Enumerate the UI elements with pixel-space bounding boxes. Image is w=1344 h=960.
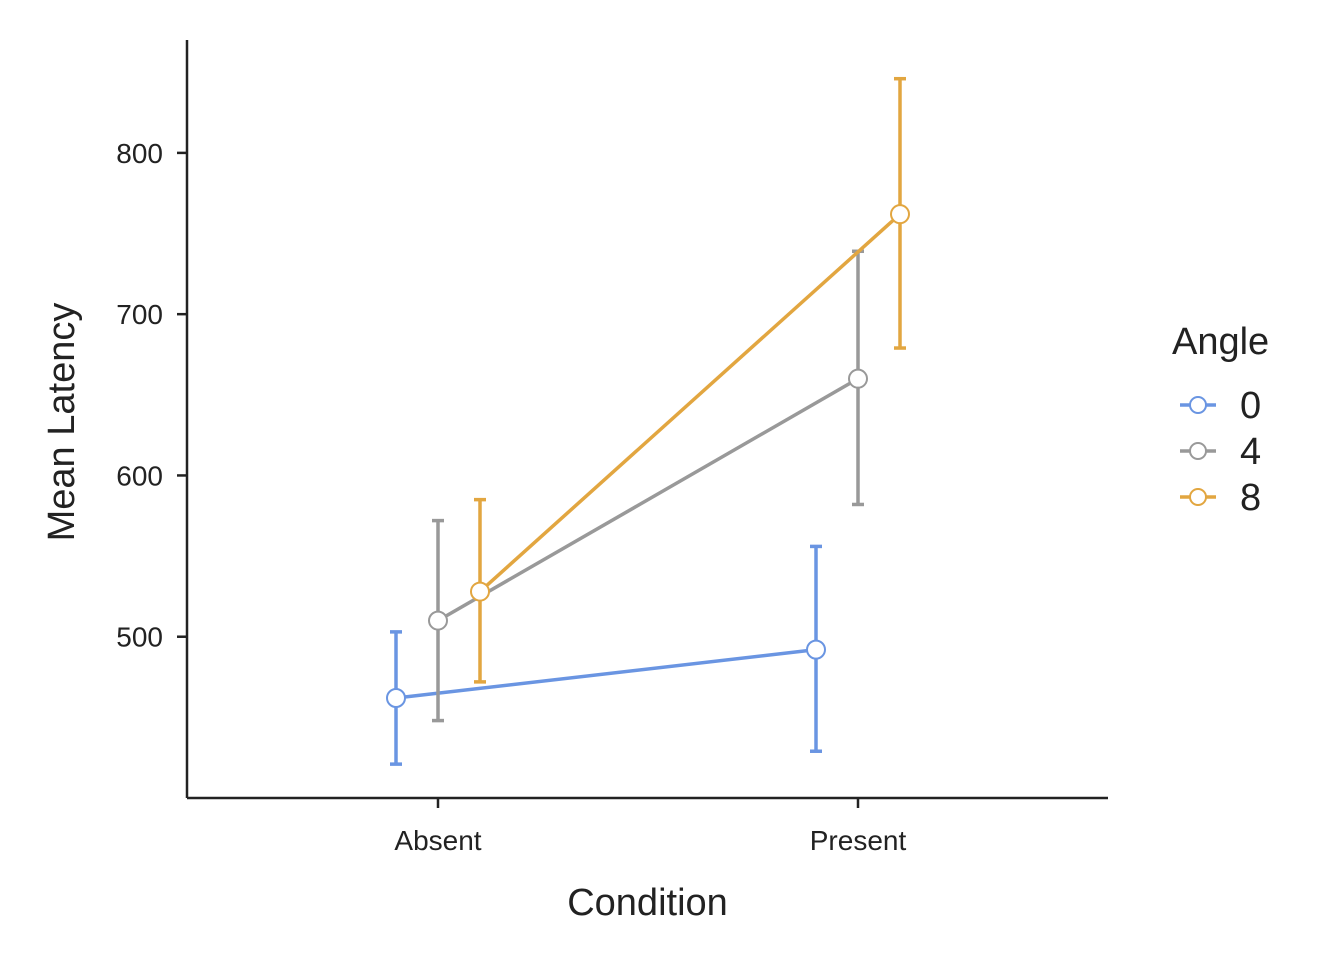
data-point: [806, 639, 826, 660]
x-ticks: Absent Present: [394, 798, 906, 856]
x-axis-title: Condition: [567, 882, 728, 924]
data-point: [428, 610, 448, 631]
series-line: [478, 212, 902, 593]
legend-label: 0: [1240, 385, 1261, 427]
series-line: [395, 647, 817, 700]
legend-item-4: 4: [1180, 431, 1261, 473]
axes: [185, 40, 1108, 800]
y-ticks: 500 600 700 800: [116, 138, 187, 653]
y-tick-label: 700: [116, 299, 163, 330]
legend-key-point: [1189, 488, 1207, 506]
data-point: [470, 581, 490, 602]
series-4: [428, 249, 868, 723]
y-tick-label: 800: [116, 138, 163, 169]
legend-label: 8: [1240, 477, 1261, 519]
legend-key-point: [1189, 396, 1207, 414]
data-point: [848, 368, 868, 389]
x-tick-label: Present: [810, 825, 907, 856]
y-tick-label: 600: [116, 460, 163, 491]
series-line: [437, 377, 859, 623]
legend-label: 4: [1240, 431, 1261, 473]
y-tick-label: 500: [116, 622, 163, 653]
legend-item-0: 0: [1180, 385, 1261, 427]
data-point: [890, 204, 910, 225]
series-8: [470, 76, 910, 684]
x-tick-label: Absent: [394, 825, 481, 856]
series-0: [386, 544, 826, 766]
legend: Angle 048: [1172, 321, 1269, 519]
series: [386, 76, 910, 766]
data-point: [386, 688, 406, 709]
y-axis-title: Mean Latency: [41, 303, 83, 542]
legend-key-point: [1189, 442, 1207, 460]
legend-title: Angle: [1172, 321, 1269, 363]
legend-item-8: 8: [1180, 477, 1261, 519]
